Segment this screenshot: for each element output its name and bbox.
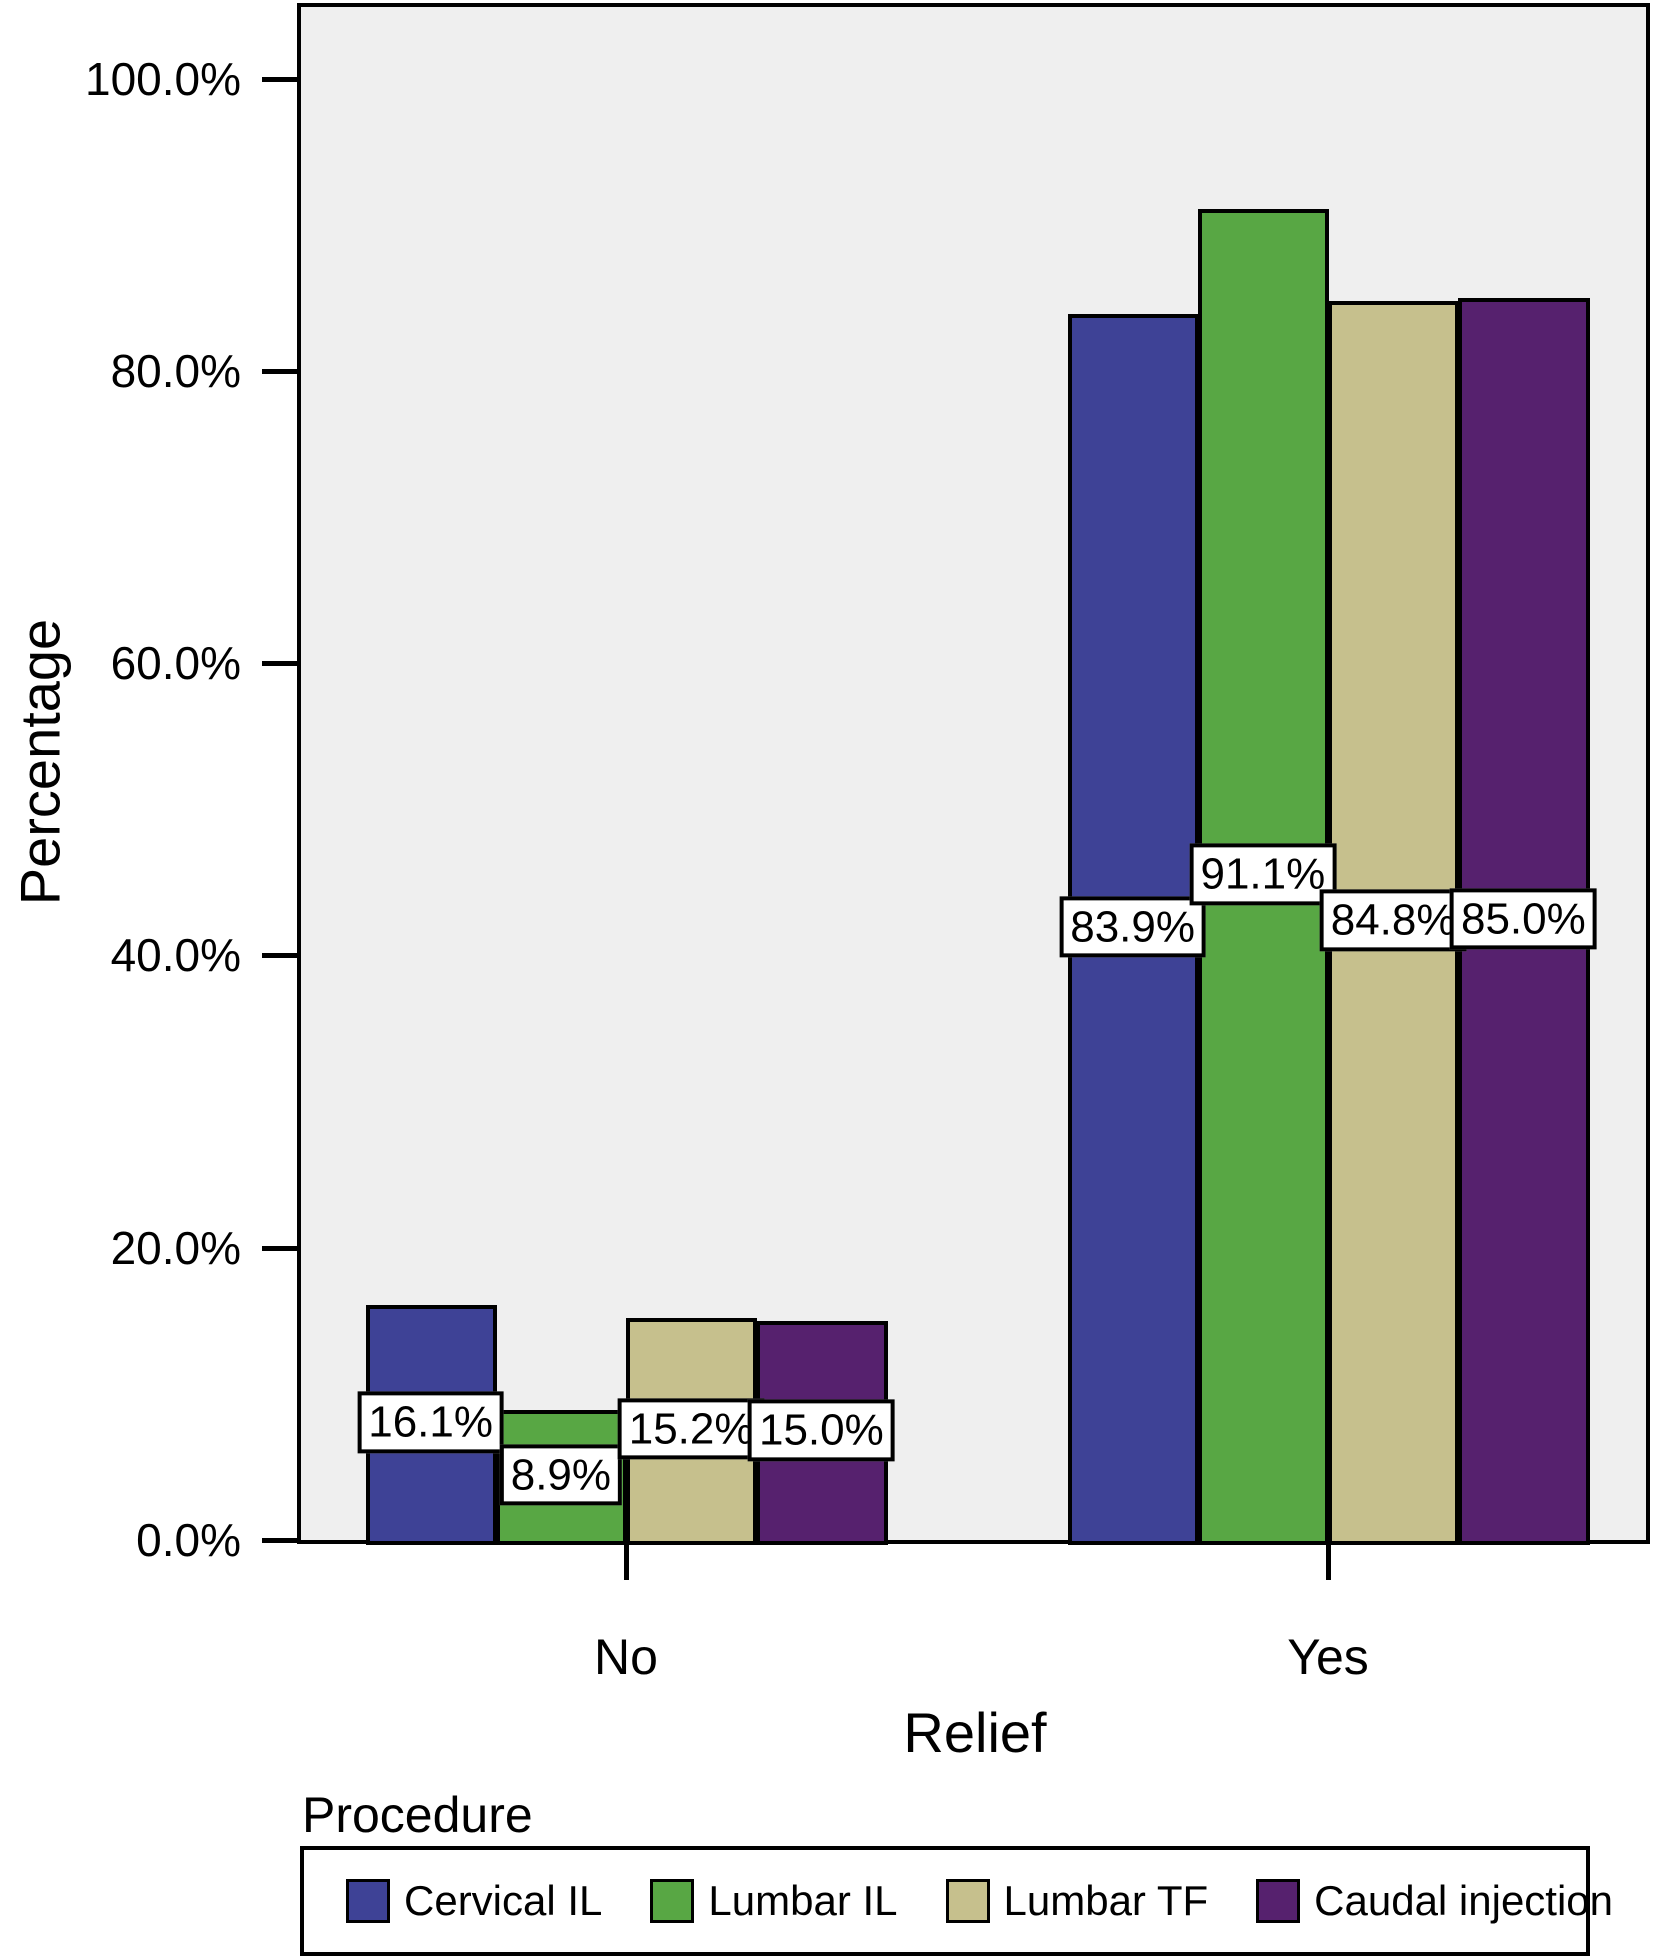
y-axis-tick <box>262 1538 297 1543</box>
x-axis-tick-label: No <box>594 1629 658 1685</box>
y-axis-tick <box>262 953 297 959</box>
legend-item-label: Cervical IL <box>404 1877 603 1924</box>
legend-item: Caudal injection <box>1256 1877 1613 1925</box>
bar-value-label: 15.2% <box>617 1398 765 1460</box>
x-axis-tick <box>624 1544 629 1580</box>
legend-item: Lumbar TF <box>945 1877 1209 1925</box>
y-axis-tick-label: 80.0% <box>110 344 241 397</box>
bar-value-label: 84.8% <box>1319 889 1467 951</box>
y-axis-tick-label: 40.0% <box>110 929 241 982</box>
bar-value-label: 85.0% <box>1449 888 1597 950</box>
y-axis-tick <box>262 76 297 82</box>
bar-value-label: 91.1% <box>1189 843 1337 905</box>
bar-value-label: 83.9% <box>1059 896 1207 958</box>
legend-swatch <box>650 1879 695 1923</box>
x-axis-tick-label: Yes <box>1287 1629 1369 1685</box>
legend-item-label: Lumbar TF <box>1003 1877 1209 1924</box>
legend-swatch <box>346 1879 390 1923</box>
legend-item-label: Caudal injection <box>1314 1877 1614 1924</box>
legend-item: Lumbar IL <box>650 1877 898 1925</box>
y-axis-tick-label: 20.0% <box>110 1221 241 1274</box>
y-axis-title: Percentage <box>8 618 72 906</box>
y-axis-tick <box>262 368 297 374</box>
x-axis-tick <box>1326 1544 1331 1580</box>
legend-swatch <box>1256 1879 1301 1923</box>
x-axis-title: Relief <box>903 1701 1047 1764</box>
y-axis-tick <box>262 1245 297 1251</box>
legend-item-label: Lumbar IL <box>708 1877 898 1924</box>
legend-item: Cervical IL <box>346 1877 602 1925</box>
bar-value-label: 16.1% <box>357 1391 505 1453</box>
y-axis-tick-label: 60.0% <box>110 637 241 690</box>
legend-title: Procedure <box>302 1787 533 1843</box>
bar-value-label: 15.0% <box>747 1399 895 1462</box>
y-axis-tick-label: 0.0% <box>136 1514 241 1566</box>
legend-swatch <box>945 1879 990 1923</box>
y-axis-tick-label: 100.0% <box>84 52 241 105</box>
y-axis-tick <box>262 661 297 667</box>
bar-value-label: 8.9% <box>499 1444 623 1506</box>
legend: Cervical IL Lumbar IL Lumbar TF Caudal inje… <box>300 1846 1613 1956</box>
